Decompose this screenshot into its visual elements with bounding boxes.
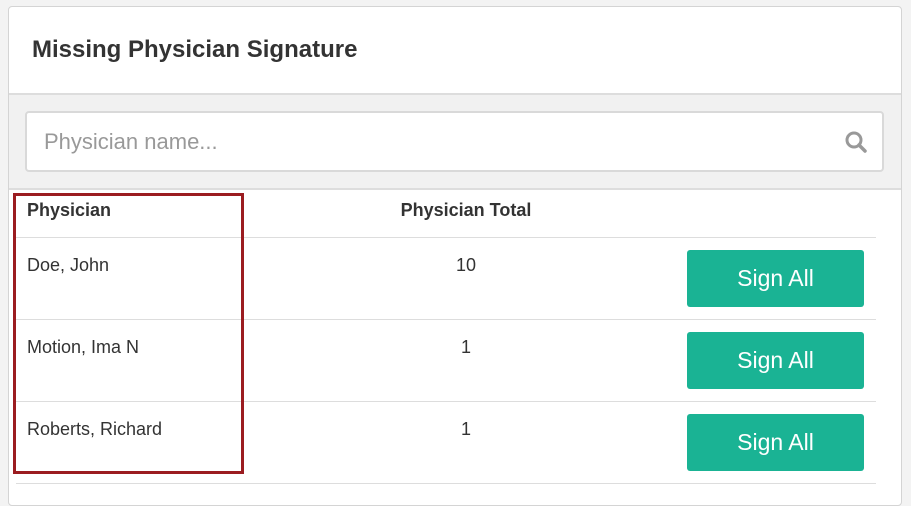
panel-header: Missing Physician Signature [9,7,901,95]
header-actions [616,184,876,238]
table-header-row: Physician Physician Total [16,184,876,238]
panel-title: Missing Physician Signature [32,36,358,63]
table-row: Roberts, Richard 1 Sign All [16,401,876,484]
sign-all-button[interactable]: Sign All [687,331,864,389]
physician-name: Motion, Ima N [16,319,316,402]
physician-name: Roberts, Richard [16,401,316,484]
header-physician-total: Physician Total [316,184,616,238]
physician-search-input[interactable] [27,113,882,170]
sign-all-button[interactable]: Sign All [687,413,864,471]
sign-all-button[interactable]: Sign All [687,249,864,307]
table-row: Motion, Ima N 1 Sign All [16,319,876,402]
header-physician: Physician [16,184,316,238]
search-box [25,111,884,172]
physician-total: 1 [316,401,616,484]
table-row: Doe, John 10 Sign All [16,237,876,320]
physician-name: Doe, John [16,237,316,320]
search-icon[interactable] [844,130,868,154]
search-band [9,95,901,190]
physician-total: 10 [316,237,616,320]
physician-table: Physician Physician Total Doe, John 10 S… [16,184,876,484]
physician-total: 1 [316,319,616,402]
